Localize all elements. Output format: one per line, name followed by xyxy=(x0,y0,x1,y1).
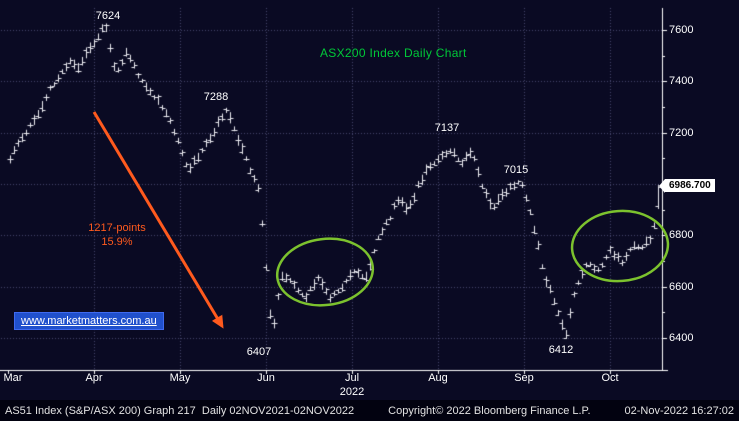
footer-timestamp: 02-Nov-2022 16:27:02 xyxy=(624,404,734,417)
status-bar: AS51 Index (S&P/ASX 200) Graph 217 Daily… xyxy=(0,400,739,421)
footer-copyright: Copyright© 2022 Bloomberg Finance L.P. xyxy=(388,404,591,417)
marketmatters-link[interactable]: www.marketmatters.com.au xyxy=(14,312,164,330)
price-chart-canvas xyxy=(0,0,739,400)
footer-ticker-info: AS51 Index (S&P/ASX 200) Graph 217 Daily… xyxy=(5,404,355,417)
